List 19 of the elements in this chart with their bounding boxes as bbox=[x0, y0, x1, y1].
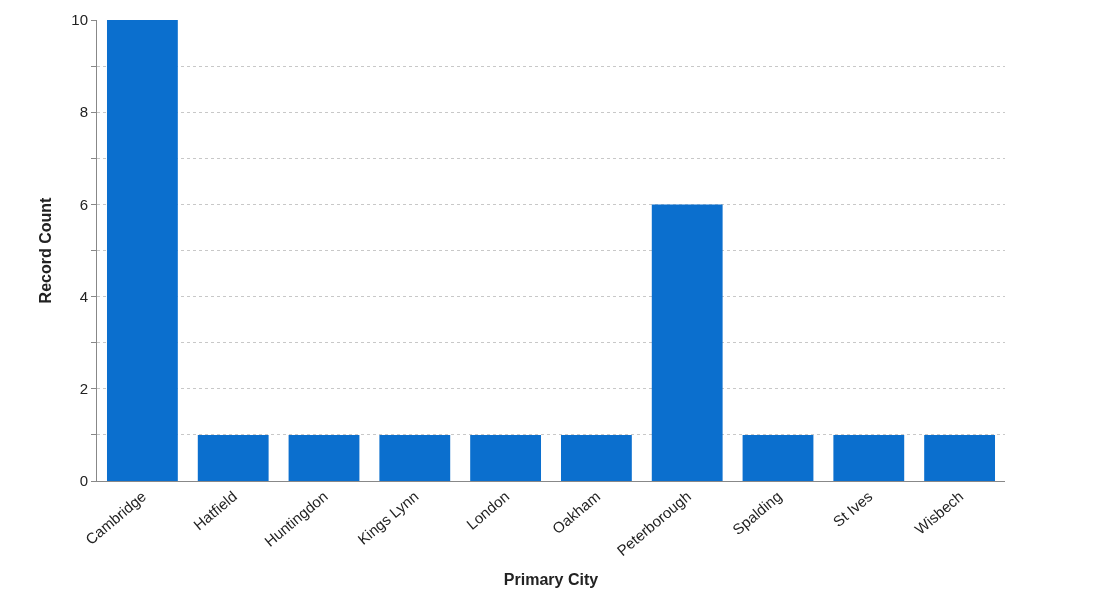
bar bbox=[560, 434, 632, 481]
x-axis-title: Primary City bbox=[503, 570, 599, 588]
bar bbox=[833, 434, 905, 481]
y-tick-label: 4 bbox=[79, 287, 88, 305]
y-tick-label: 2 bbox=[79, 380, 88, 398]
bar bbox=[924, 434, 996, 481]
bar bbox=[651, 204, 723, 481]
y-tick-label: 10 bbox=[71, 11, 88, 29]
bar bbox=[379, 434, 451, 481]
bar bbox=[197, 434, 269, 481]
y-axis-title: Record Count bbox=[37, 196, 55, 304]
y-tick-label: 6 bbox=[79, 195, 88, 213]
x-tick-label: St Ives bbox=[829, 487, 876, 531]
y-tick-label: 0 bbox=[79, 472, 88, 490]
bar bbox=[106, 20, 178, 481]
bar bbox=[470, 434, 542, 481]
y-tick-label: 8 bbox=[79, 103, 88, 121]
bar bbox=[288, 434, 360, 481]
bar bbox=[742, 434, 814, 481]
